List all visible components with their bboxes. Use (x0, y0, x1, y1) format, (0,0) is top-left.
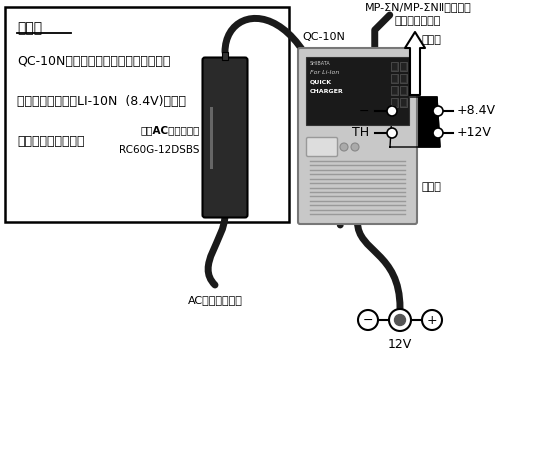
FancyBboxPatch shape (298, 48, 417, 224)
Bar (5, 7, 289, 222)
Bar (391, 86, 398, 95)
Circle shape (433, 106, 443, 116)
Bar (392, 87, 397, 94)
Bar (400, 74, 407, 83)
Bar (392, 63, 397, 70)
Text: +12V: +12V (457, 126, 492, 140)
Text: QC-10Nは右図のような電源構造のため: QC-10Nは右図のような電源構造のため (17, 55, 171, 68)
Text: 出力側: 出力側 (421, 35, 441, 45)
Text: 入力側: 入力側 (421, 182, 441, 192)
FancyBboxPatch shape (307, 138, 338, 157)
Circle shape (387, 128, 397, 138)
FancyBboxPatch shape (202, 58, 247, 217)
Text: SHIBATA: SHIBATA (310, 61, 330, 66)
Polygon shape (405, 32, 425, 95)
Bar (400, 98, 407, 107)
Bar (401, 75, 406, 82)
Bar (391, 98, 398, 107)
Bar (210, 107, 213, 168)
Bar (392, 75, 397, 82)
Text: 12V: 12V (388, 338, 412, 351)
Bar (401, 99, 406, 106)
Bar (222, 52, 228, 60)
Text: −: − (363, 314, 373, 327)
Bar (400, 62, 407, 71)
Bar (401, 87, 406, 94)
Text: 接続図: 接続図 (17, 21, 42, 35)
Bar (401, 63, 406, 70)
Circle shape (387, 106, 397, 116)
Text: −: − (359, 104, 369, 117)
Circle shape (389, 309, 411, 331)
Text: 専用ACアダプター: 専用ACアダプター (140, 125, 200, 135)
Bar (400, 86, 407, 95)
Bar (391, 62, 398, 71)
Circle shape (422, 310, 442, 330)
Text: MP-ΣN/MP-ΣNⅡシリーズ: MP-ΣN/MP-ΣNⅡシリーズ (364, 2, 471, 12)
Text: が同時に行えます。: が同時に行えます。 (17, 135, 84, 148)
Text: ACコンセントへ: ACコンセントへ (187, 295, 242, 305)
Circle shape (358, 310, 378, 330)
Polygon shape (390, 97, 440, 147)
Bar (306, 57, 409, 125)
Text: +: + (427, 314, 437, 327)
Circle shape (340, 143, 348, 151)
Text: CHARGER: CHARGER (310, 89, 344, 94)
Circle shape (351, 143, 359, 151)
Text: For Li-Ion: For Li-Ion (310, 70, 339, 75)
Bar (391, 74, 398, 83)
Text: +8.4V: +8.4V (457, 104, 496, 117)
Text: TH: TH (352, 126, 369, 140)
Circle shape (395, 315, 406, 325)
Text: 本体動作と充電池LI-10N  (8.4V)の充電: 本体動作と充電池LI-10N (8.4V)の充電 (17, 95, 186, 108)
Text: 電源コネクタへ: 電源コネクタへ (395, 16, 441, 26)
Bar (392, 99, 397, 106)
Text: QC-10N: QC-10N (302, 32, 345, 42)
Text: RC60G-12DSBS: RC60G-12DSBS (119, 145, 200, 155)
Text: QUICK: QUICK (310, 80, 332, 85)
Circle shape (433, 128, 443, 138)
